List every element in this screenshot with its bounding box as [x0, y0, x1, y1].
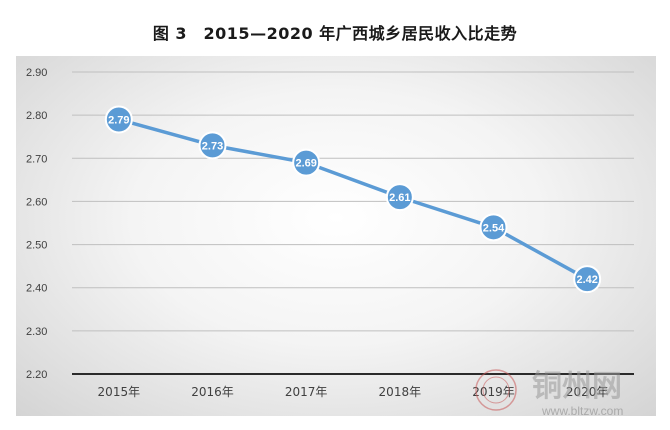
series-line	[117, 117, 589, 281]
y-tick-label: 2.20	[26, 369, 47, 381]
x-tick-label: 2015年	[98, 385, 141, 399]
y-tick-label: 2.70	[26, 153, 47, 165]
line-chart: 2.20 2.30 2.40 2.50 2.60 2.70 2.80 2.90 2015年 201…	[26, 67, 634, 399]
y-tick-label: 2.50	[26, 240, 47, 252]
x-tick-label: 2017年	[285, 385, 328, 399]
data-label: 2.42	[576, 274, 597, 286]
watermark-logo: 铜州网 www.bltzw.com	[470, 362, 660, 422]
data-point	[292, 148, 321, 177]
data-point	[385, 183, 414, 212]
y-tick-label: 2.30	[26, 326, 47, 338]
data-label: 2.73	[202, 140, 223, 152]
data-point	[479, 213, 508, 242]
data-label: 2.69	[295, 158, 316, 170]
data-point	[104, 105, 133, 134]
x-tick-label: 2016年	[191, 385, 234, 399]
data-label: 2.54	[483, 222, 505, 234]
data-label: 2.79	[108, 114, 129, 126]
data-label: 2.61	[389, 192, 410, 204]
y-tick-label: 2.40	[26, 283, 47, 295]
data-point	[573, 265, 602, 294]
y-tick-label: 2.90	[26, 67, 47, 79]
y-tick-label: 2.80	[26, 110, 47, 122]
y-tick-label: 2.60	[26, 196, 47, 208]
watermark-url: www.bltzw.com	[541, 404, 623, 418]
data-point	[198, 131, 227, 160]
chart-area: 2.20 2.30 2.40 2.50 2.60 2.70 2.80 2.90 2015年 201…	[16, 56, 656, 416]
x-tick-label: 2018年	[379, 385, 422, 399]
watermark-name: 铜州网	[532, 369, 622, 404]
chart-title: 图 3 2015—2020 年广西城乡居民收入比走势	[152, 24, 518, 43]
x-tick-label: 2020年	[566, 385, 609, 399]
